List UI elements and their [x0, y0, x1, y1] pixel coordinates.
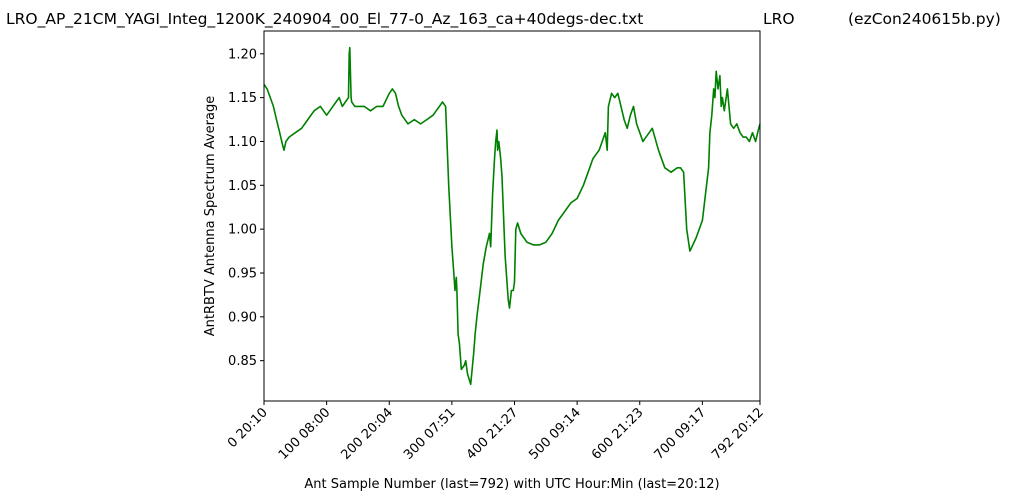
y-tick-label: 0.85 — [228, 354, 257, 369]
chart-title-left: LRO_AP_21CM_YAGI_Integ_1200K_240904_00_E… — [6, 10, 643, 29]
x-tick-label: 700 09:17 — [652, 405, 710, 463]
x-tick-label: 300 07:51 — [401, 405, 459, 463]
y-tick-label: 1.00 — [228, 223, 257, 238]
x-tick-label: 100 08:00 — [276, 405, 334, 463]
x-tick-label: 792 20:12 — [709, 405, 767, 463]
chart-title-right: (ezCon240615b.py) — [848, 10, 1001, 28]
plot-frame — [263, 30, 761, 402]
y-axis-label: AntRBTV Antenna Spectrum Average — [203, 96, 218, 336]
chart-title-mid: LRO — [763, 10, 795, 28]
x-tick-label: 500 09:14 — [526, 405, 584, 463]
y-tick-label: 0.90 — [228, 310, 257, 325]
y-tick-label: 1.05 — [228, 179, 257, 194]
x-tick-label: 600 21:23 — [589, 405, 647, 463]
y-tick-label: 1.10 — [228, 135, 257, 150]
x-tick-label: 0 20:10 — [225, 405, 271, 451]
plot-lines — [263, 46, 761, 386]
y-tick-label: 1.20 — [228, 47, 257, 62]
x-tick-label: 400 21:27 — [464, 405, 522, 463]
x-axis: 0 20:10 100 08:00 200 20:04 300 07:51 400 21… — [225, 401, 767, 463]
x-axis-label: Ant Sample Number (last=792) with UTC Ho… — [304, 477, 719, 492]
y-tick-label: 1.15 — [228, 91, 257, 106]
y-axis: 0.85 0.90 0.95 1.00 1.05 1.10 1.15 1.20 — [228, 47, 264, 369]
y-tick-label: 0.95 — [228, 266, 257, 281]
x-tick-label: 200 20:04 — [339, 405, 397, 463]
series-line — [263, 46, 761, 386]
